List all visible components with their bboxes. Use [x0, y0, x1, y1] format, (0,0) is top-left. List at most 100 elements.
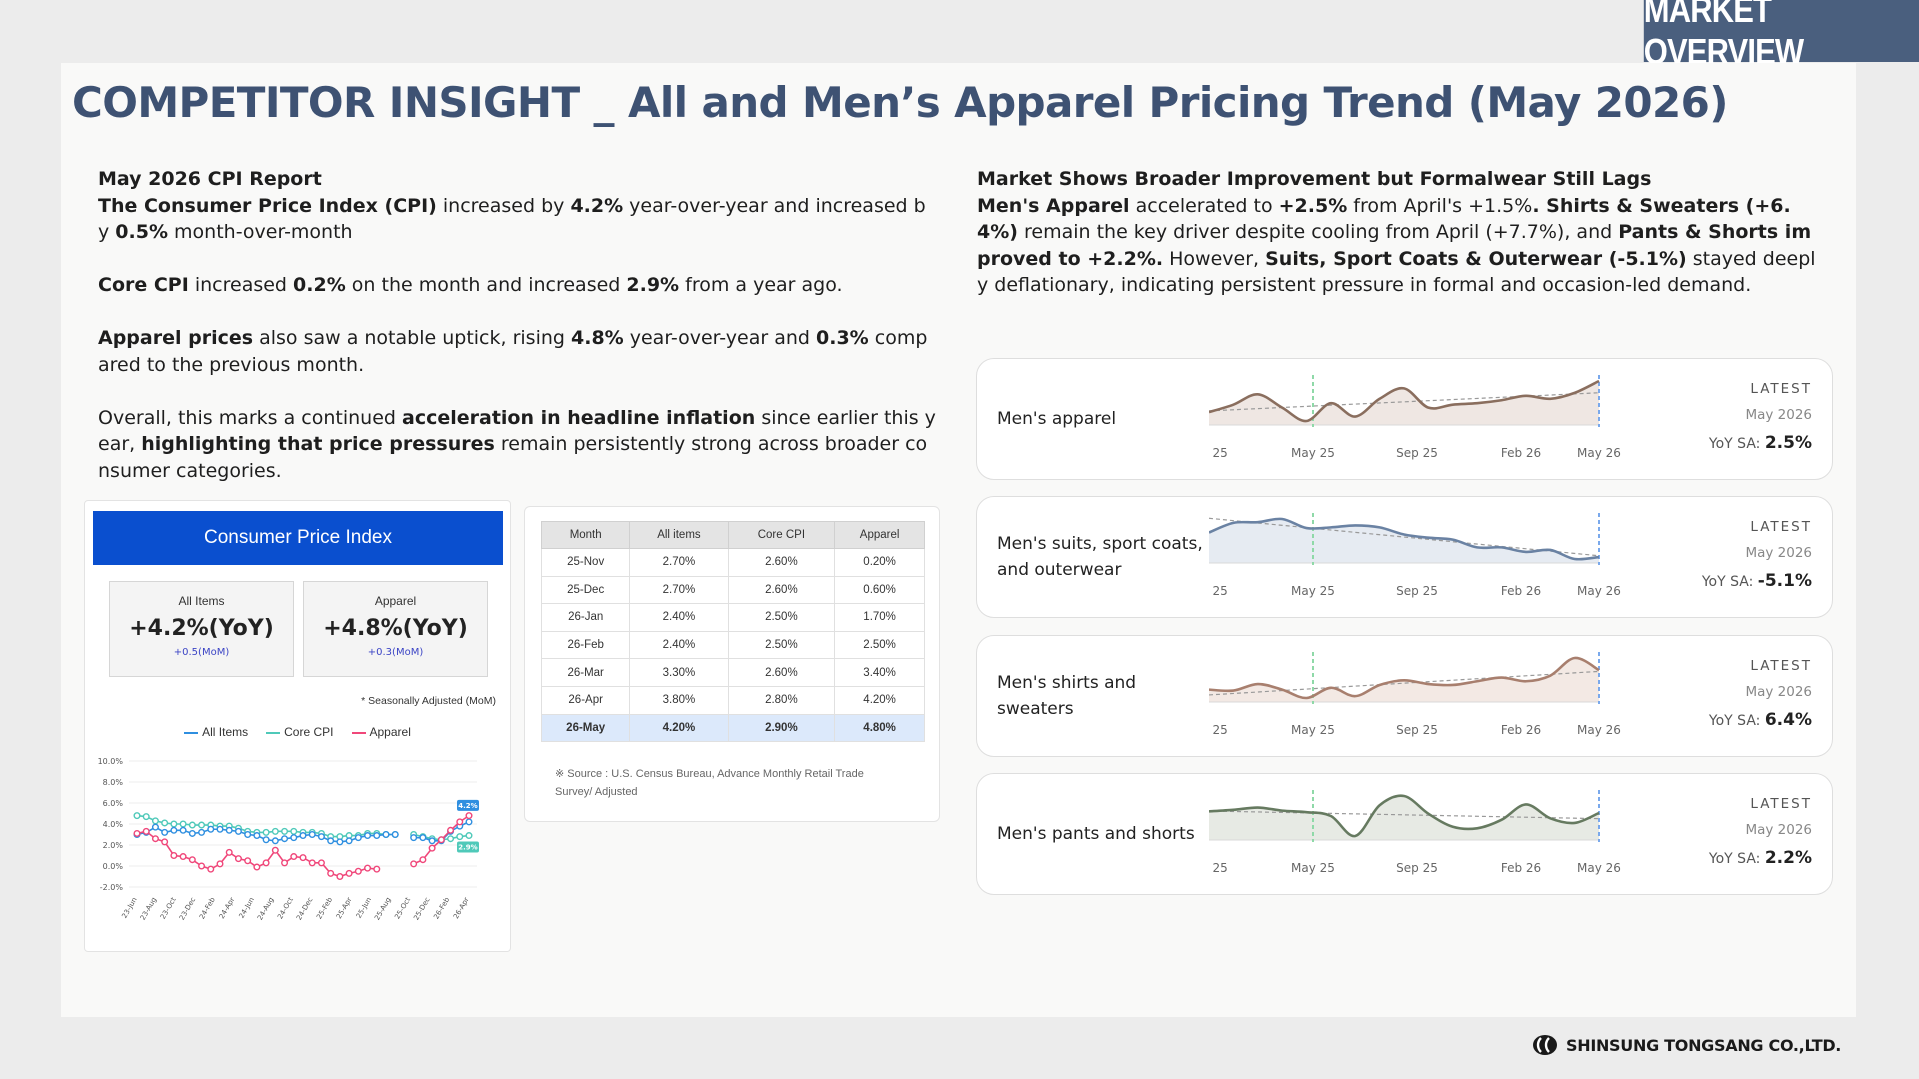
- market-summary-text: Market Shows Broader Improvement but For…: [977, 166, 1822, 299]
- trend-card[interactable]: Men's suits, sport coats, and outerwearJ…: [976, 496, 1833, 618]
- sparkline-tick-label: Sep 25: [1396, 446, 1438, 460]
- data-point: [428, 844, 436, 852]
- data-point: [142, 813, 150, 821]
- market-summary-heading: Market Shows Broader Improvement but For…: [977, 168, 1652, 190]
- apparel-label: Apparel: [374, 594, 417, 608]
- table-row: 25-Nov 2.70% 2.60% 0.20%: [540, 548, 925, 577]
- sparkline-tick-label: May 26: [1577, 861, 1621, 875]
- data-point: [317, 859, 325, 867]
- x-tick-label: 26-Apr: [452, 896, 471, 920]
- data-point: [161, 819, 169, 827]
- data-point: [198, 821, 206, 829]
- apparel-value: +4.8%(YoY): [323, 616, 468, 641]
- trend-card[interactable]: Men's pants and shorts Jan 25 May 25 Sep 25…: [976, 773, 1833, 895]
- data-point: [281, 827, 289, 835]
- data-point: [170, 826, 178, 834]
- sparkline-tick-label: May 25: [1291, 861, 1335, 875]
- sparkline-tick-label: Jan 25: [1209, 861, 1228, 875]
- data-point: [327, 869, 335, 877]
- latest-label: LATEST: [1750, 796, 1812, 812]
- table-cell: 2.50%: [727, 603, 836, 632]
- data-point: [142, 827, 150, 835]
- sparkline-tick-label: Sep 25: [1396, 584, 1438, 598]
- table-row: 26-Jan 2.40% 2.50% 1.70%: [540, 603, 925, 632]
- data-point: [188, 829, 196, 837]
- trend-card-name: Men's suits, sport coats, and outerwear: [997, 534, 1203, 580]
- table-cell: 2.90%: [727, 713, 836, 743]
- latest-label: LATEST: [1750, 658, 1812, 674]
- sparkline-tick-label: Jan 25: [1209, 723, 1228, 737]
- legend-apparel[interactable]: Apparel: [351, 725, 411, 739]
- x-tick-label: 25-Jun: [355, 896, 373, 920]
- table-header-cell: Month: [540, 521, 631, 549]
- data-point: [151, 823, 159, 831]
- data-point: [336, 872, 344, 880]
- trend-sparkline: Jan 25 May 25 Sep 25 Feb 26 May 26: [1209, 375, 1621, 460]
- trend-sparkline: Jan 25 May 25 Sep 25 Feb 26 May 26: [1209, 790, 1621, 875]
- data-point: [447, 835, 455, 843]
- table-cell: 26-May: [540, 713, 631, 743]
- data-point: [317, 833, 325, 841]
- page-title: COMPETITOR INSIGHT _ All and Men’s Appar…: [72, 78, 1728, 127]
- table-row: 26-Apr 3.80% 2.80% 4.20%: [540, 685, 925, 715]
- data-point: [299, 832, 307, 840]
- latest-month: May 2026: [1745, 822, 1812, 838]
- trend-card[interactable]: Men's apparel Jan 25 May 25 Sep 25 Feb 26 May…: [976, 358, 1833, 480]
- end-label-core-cpi: 2.9%: [457, 841, 479, 853]
- apparel-stat: Apparel +4.8%(YoY) +0.3(MoM): [303, 581, 488, 677]
- data-point: [391, 830, 399, 838]
- data-point: [465, 812, 473, 820]
- data-point: [253, 863, 261, 871]
- sparkline-tick-label: Jan 25: [1209, 446, 1228, 460]
- data-point: [188, 856, 196, 864]
- yoy-value: YoY SA: 2.2%: [1708, 848, 1812, 868]
- table-cell: 0.60%: [834, 575, 925, 605]
- legend-all-items[interactable]: All Items: [184, 725, 248, 739]
- table-cell: 26-Mar: [540, 658, 631, 687]
- data-point: [198, 862, 206, 870]
- table-cell: 3.30%: [629, 658, 729, 687]
- market-summary-paragraph: Men's Apparel accelerated to +2.5% from …: [977, 194, 1816, 297]
- section-badge: MARKET OVERVIEW: [1643, 0, 1919, 72]
- latest-label: LATEST: [1750, 381, 1812, 397]
- table-cell: 4.20%: [629, 713, 729, 743]
- table-cell: 2.70%: [629, 575, 729, 605]
- sparkline-tick-label: May 26: [1577, 584, 1621, 598]
- table-cell: 2.60%: [727, 575, 836, 605]
- data-point: [271, 837, 279, 845]
- table-cell: 25-Dec: [540, 575, 631, 605]
- sparkline-tick-label: May 25: [1291, 446, 1335, 460]
- x-tick-label: 24-Jun: [238, 896, 256, 920]
- table-cell: 2.50%: [834, 630, 925, 660]
- data-point: [161, 828, 169, 836]
- data-point: [410, 834, 418, 842]
- trend-sparkline: Jan 25 May 25 Sep 25 Feb 26 May 26: [1209, 513, 1621, 598]
- data-point: [133, 829, 141, 837]
- table-cell: 1.70%: [834, 603, 925, 632]
- data-point: [428, 837, 436, 845]
- yoy-value: YoY SA: -5.1%: [1701, 571, 1812, 591]
- data-point: [225, 848, 233, 856]
- sparkline-line: [1209, 794, 1600, 838]
- x-tick-label: 23-Dec: [178, 896, 197, 922]
- legend-core-cpi[interactable]: Core CPI: [266, 725, 334, 739]
- table-header-cell: All items: [629, 521, 729, 549]
- data-point: [262, 828, 270, 836]
- trend-card[interactable]: Men's shirts and sweaters Jan 25 May 25 Sep…: [976, 635, 1833, 757]
- cpi-report-heading: May 2026 CPI Report: [98, 168, 322, 190]
- table-cell: 26-Jan: [540, 603, 631, 632]
- table-cell: 2.80%: [727, 685, 836, 715]
- data-point: [410, 860, 418, 868]
- data-point: [290, 827, 298, 835]
- cpi-card: Consumer Price Index All Items +4.2%(YoY…: [84, 500, 511, 952]
- sparkline-area: [1209, 518, 1599, 563]
- data-point: [179, 820, 187, 828]
- latest-month: May 2026: [1745, 407, 1812, 423]
- x-tick-label: 24-Apr: [218, 896, 237, 920]
- apparel-mom: +0.3(MoM): [367, 647, 424, 658]
- data-point: [437, 836, 445, 844]
- table-cell: 2.70%: [629, 548, 729, 577]
- data-point: [198, 828, 206, 836]
- latest-month: May 2026: [1745, 684, 1812, 700]
- table-header-cell: Apparel: [834, 521, 925, 549]
